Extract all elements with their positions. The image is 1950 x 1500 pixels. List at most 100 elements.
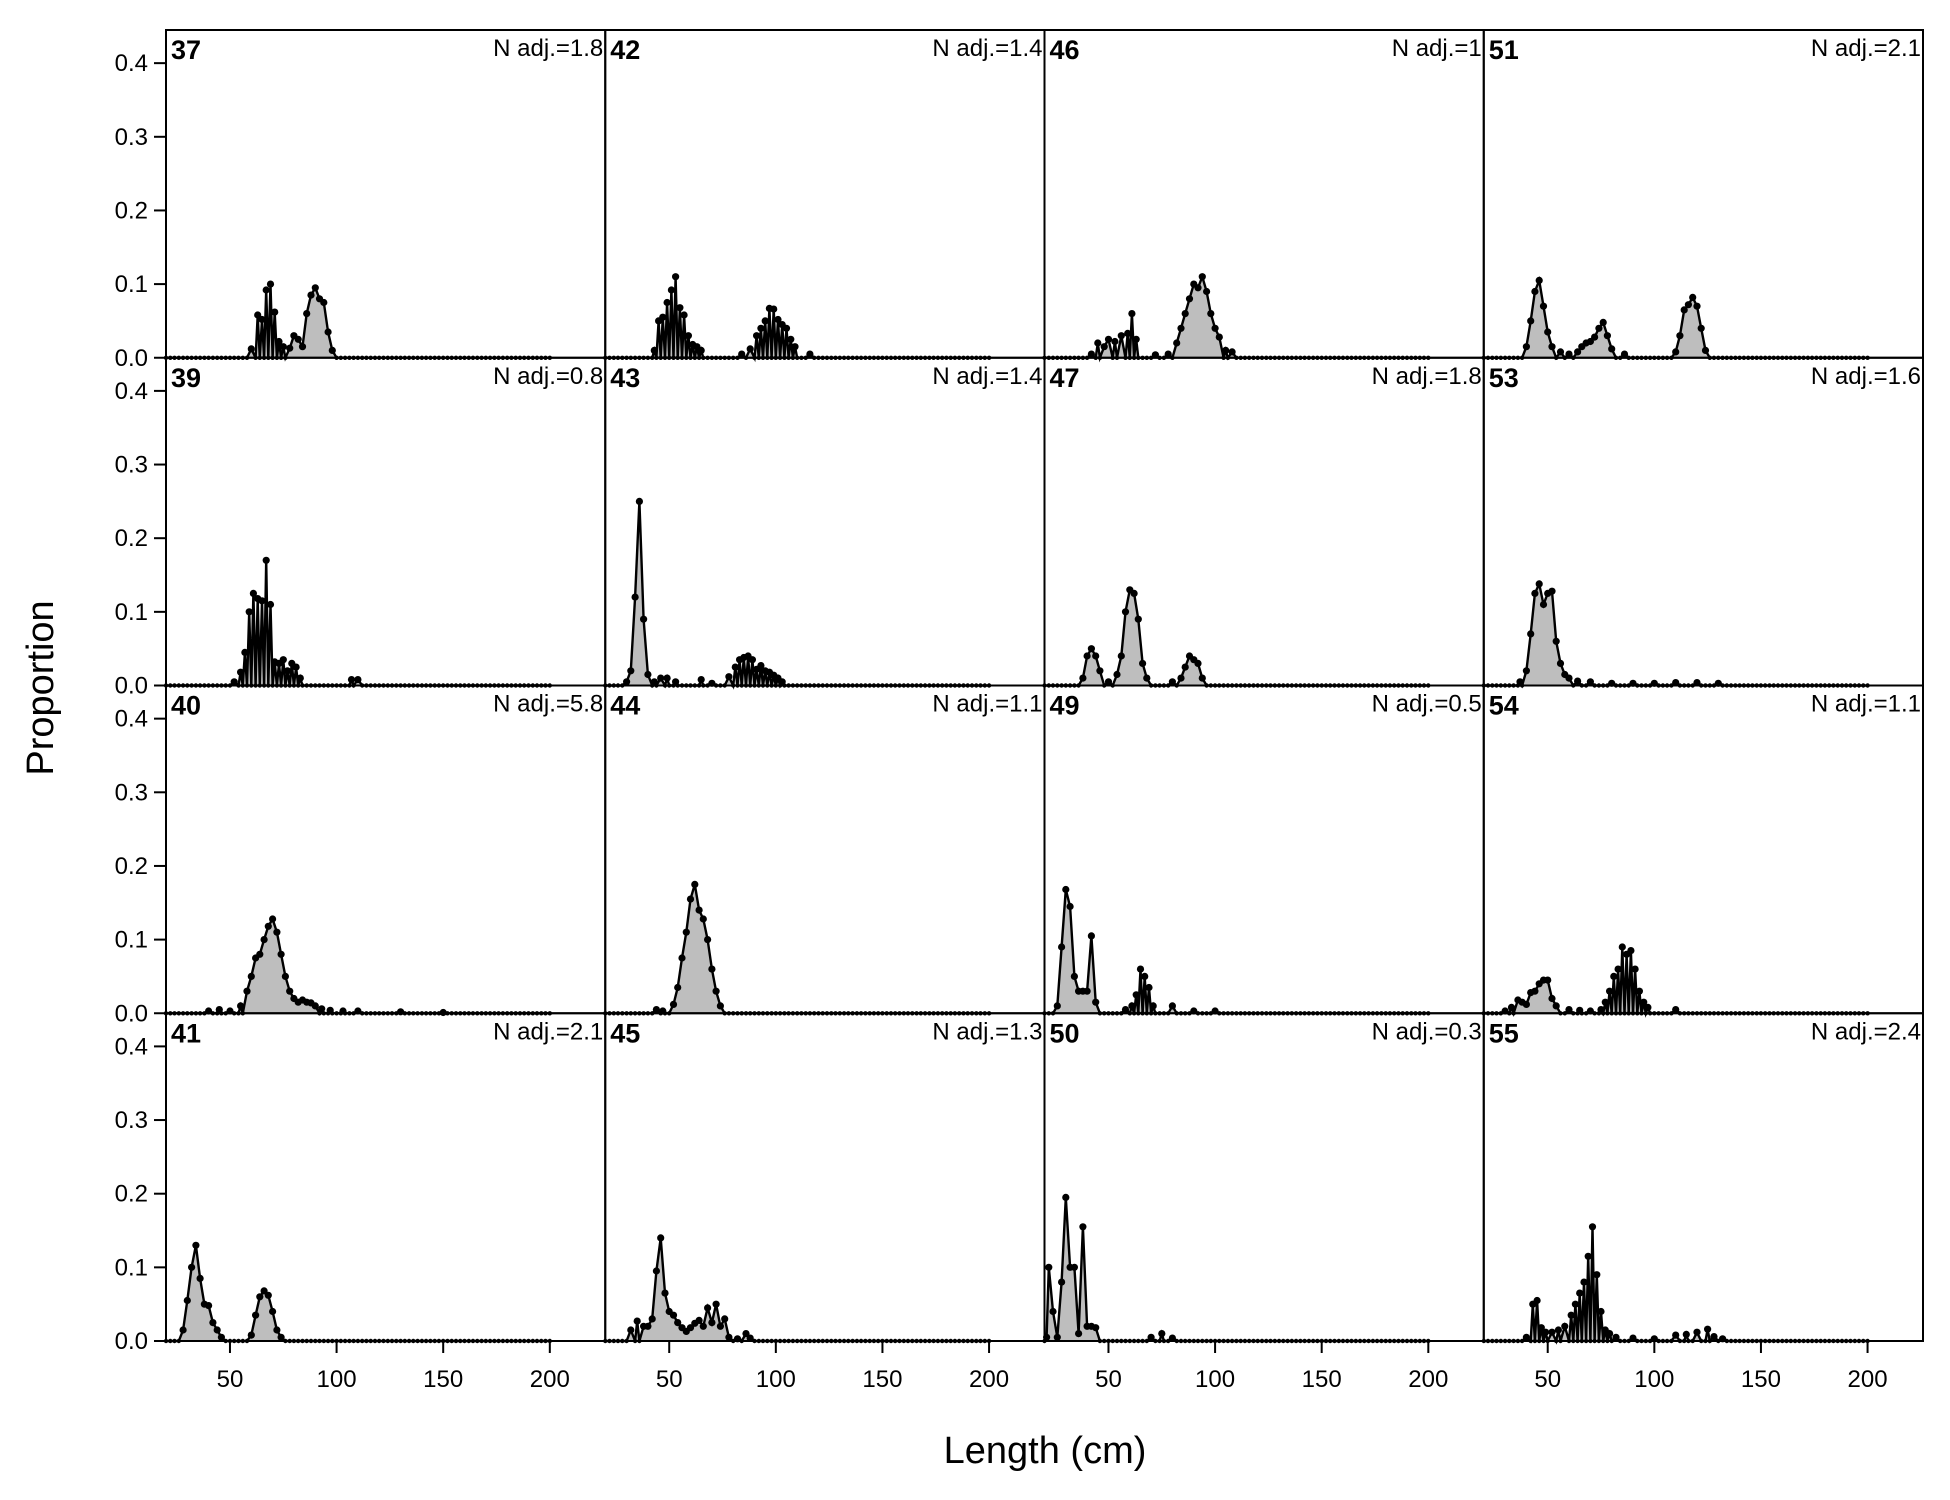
n-adj-label: N adj.=1.6 — [1811, 363, 1921, 390]
point — [1565, 674, 1573, 682]
panel-frame — [165, 1012, 607, 1342]
point — [1062, 1193, 1070, 1201]
area-54 — [1483, 947, 1868, 1014]
point — [1087, 645, 1095, 653]
panel-id-label: 47 — [1050, 363, 1080, 393]
point — [269, 915, 277, 923]
point — [213, 1326, 221, 1334]
area-39 — [166, 560, 550, 686]
area-45 — [605, 1237, 990, 1341]
point — [1087, 350, 1095, 358]
panel-frame — [1043, 356, 1485, 687]
x-tick-label: 150 — [1302, 1366, 1342, 1393]
point — [1194, 659, 1202, 668]
y-tick-label: 0.0 — [115, 673, 148, 700]
point — [682, 928, 690, 936]
point — [1704, 1325, 1712, 1333]
point — [1177, 674, 1185, 682]
point — [1580, 1278, 1588, 1286]
point — [294, 335, 302, 343]
point — [1601, 998, 1609, 1006]
point — [725, 1333, 733, 1341]
point — [1128, 310, 1136, 318]
point — [1070, 1263, 1078, 1271]
point — [678, 954, 686, 962]
panel-frame — [1482, 1012, 1924, 1342]
point — [742, 1330, 750, 1338]
point — [1539, 600, 1548, 609]
point — [1565, 350, 1573, 358]
point — [1168, 1002, 1176, 1010]
point — [669, 1000, 678, 1009]
point — [1693, 679, 1701, 687]
point — [1586, 678, 1594, 686]
point — [192, 1241, 200, 1249]
x-tick-label: 100 — [756, 1366, 796, 1393]
point — [627, 667, 635, 675]
point — [237, 668, 245, 676]
point — [1194, 284, 1202, 292]
point — [266, 600, 275, 609]
point — [644, 670, 652, 679]
point — [1045, 1263, 1053, 1271]
line-55 — [1483, 1226, 1868, 1345]
point — [1132, 335, 1140, 343]
point — [241, 648, 249, 657]
area-40 — [166, 919, 550, 1014]
point — [1631, 965, 1639, 973]
point — [1612, 1333, 1620, 1341]
x-tick-label: 100 — [1195, 1366, 1235, 1393]
point — [1164, 350, 1172, 358]
point — [1053, 1333, 1061, 1341]
point — [1203, 287, 1211, 296]
x-tick-label: 100 — [1634, 1366, 1674, 1393]
point — [247, 972, 255, 981]
point — [1574, 348, 1582, 356]
point — [1087, 932, 1095, 940]
point — [1571, 1300, 1579, 1308]
y-tick-label: 0.4 — [115, 1033, 148, 1060]
x-axes: 50 100 150 200 50 100 150 200 50 100 150 200 50 100 15… — [217, 1340, 1888, 1393]
n-adj-label: N adj.=1.4 — [932, 35, 1042, 62]
y-tick-label: 0.0 — [115, 345, 148, 372]
point — [264, 1291, 272, 1299]
point — [179, 1326, 187, 1334]
point — [1104, 335, 1113, 343]
point — [1207, 310, 1215, 318]
point — [1544, 328, 1552, 336]
area-49 — [1044, 889, 1429, 1014]
point — [1644, 1003, 1652, 1012]
point — [1104, 678, 1113, 686]
point — [1228, 348, 1236, 356]
point — [753, 332, 761, 340]
point — [217, 1333, 225, 1341]
line-44 — [605, 884, 990, 1015]
point — [1173, 339, 1181, 347]
panel-frame — [1482, 29, 1924, 359]
point — [1149, 1002, 1157, 1010]
y-tick-label: 0.1 — [115, 599, 148, 626]
y-tick-label: 0.3 — [115, 124, 148, 151]
point — [627, 1326, 635, 1334]
panel-id-label: 43 — [610, 363, 640, 393]
y-tick-label: 0.3 — [115, 1107, 148, 1134]
point — [1535, 276, 1543, 284]
area-44 — [605, 884, 990, 1014]
point — [318, 1005, 326, 1013]
point — [279, 656, 287, 664]
point — [686, 895, 695, 903]
point — [1552, 637, 1560, 645]
line-50 — [1043, 1197, 1429, 1343]
point — [1168, 678, 1176, 686]
point — [1522, 343, 1530, 351]
line-37 — [166, 284, 550, 362]
point — [1141, 972, 1149, 981]
point — [699, 915, 707, 923]
n-adj-label: N adj.=0.3 — [1372, 1018, 1482, 1045]
point — [311, 284, 319, 292]
point — [275, 337, 283, 346]
point — [1539, 302, 1548, 310]
point — [1535, 580, 1543, 588]
point — [721, 1315, 729, 1323]
point — [761, 317, 769, 325]
